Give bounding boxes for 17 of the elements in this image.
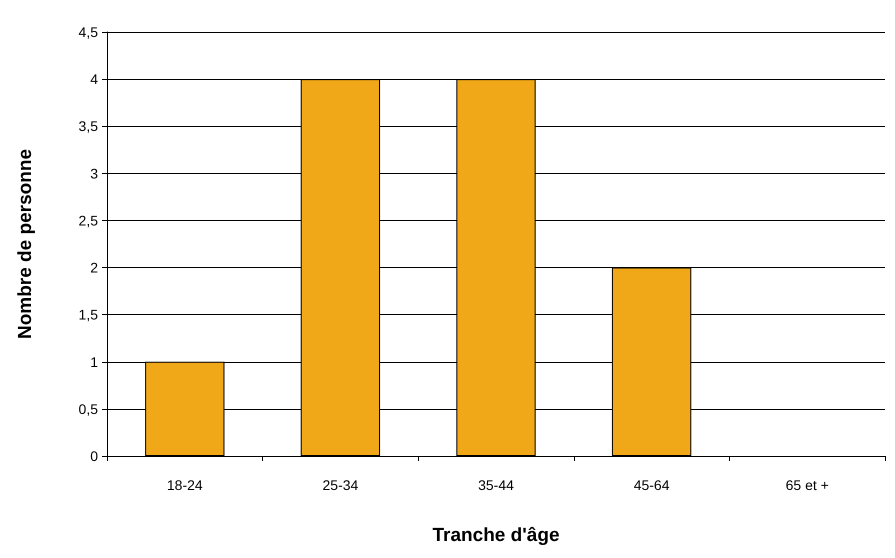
y-tick-label: 0,5: [78, 400, 98, 417]
y-tick-label: 2,5: [78, 212, 98, 228]
x-tick-label: 45-64: [634, 477, 670, 493]
x-tick-label: 25-34: [322, 477, 359, 493]
x-tick-label: 35-44: [478, 477, 514, 493]
y-tick-label: 3: [90, 165, 98, 182]
x-tick-label: 65 et +: [786, 477, 829, 493]
y-tick-label: 4: [90, 71, 98, 88]
y-tick-label: 4,5: [78, 24, 98, 40]
y-tick-label: 1,5: [78, 306, 98, 323]
y-tick-label: 1: [90, 354, 98, 370]
x-axis-title: Tranche d'âge: [432, 525, 560, 546]
y-axis-title: Nombre de personne: [15, 148, 36, 340]
y-tick-label: 2: [90, 260, 98, 276]
x-tick-label: 18-24: [166, 477, 203, 493]
y-tick-label: 0: [90, 448, 98, 464]
y-tick-label: 3,5: [78, 118, 98, 134]
